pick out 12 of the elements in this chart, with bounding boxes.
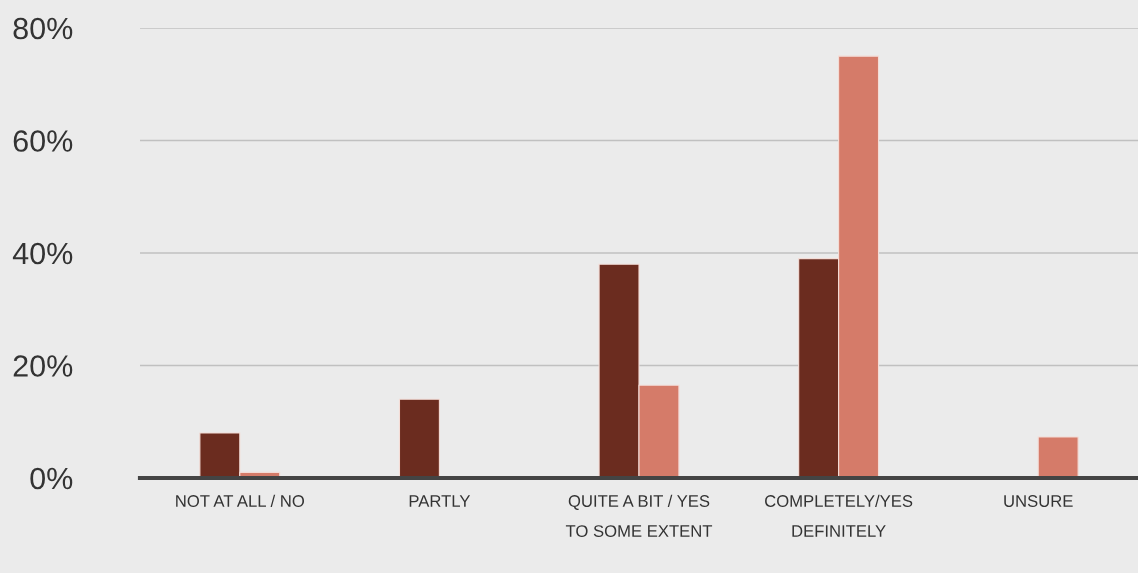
x-tick-label: PARTLY xyxy=(409,495,471,507)
x-tick-label: QUITE A BIT / YES TO SOME EXTENT xyxy=(565,494,713,537)
y-tick-label: 60% xyxy=(13,130,73,152)
y-tick-label: 40% xyxy=(12,242,73,265)
bar xyxy=(398,398,440,478)
x-tick-label: UNSURE xyxy=(1004,495,1073,507)
y-tick-label: 80% xyxy=(13,17,73,40)
y-tick-label: 20% xyxy=(13,355,73,377)
x-tick-label: NOT AT ALL / NO xyxy=(176,494,305,507)
x-tick-label: COMPLETELY/YES DEFINITELY xyxy=(765,494,913,537)
bar xyxy=(1037,436,1079,478)
y-tick-label: 0% xyxy=(30,467,73,490)
